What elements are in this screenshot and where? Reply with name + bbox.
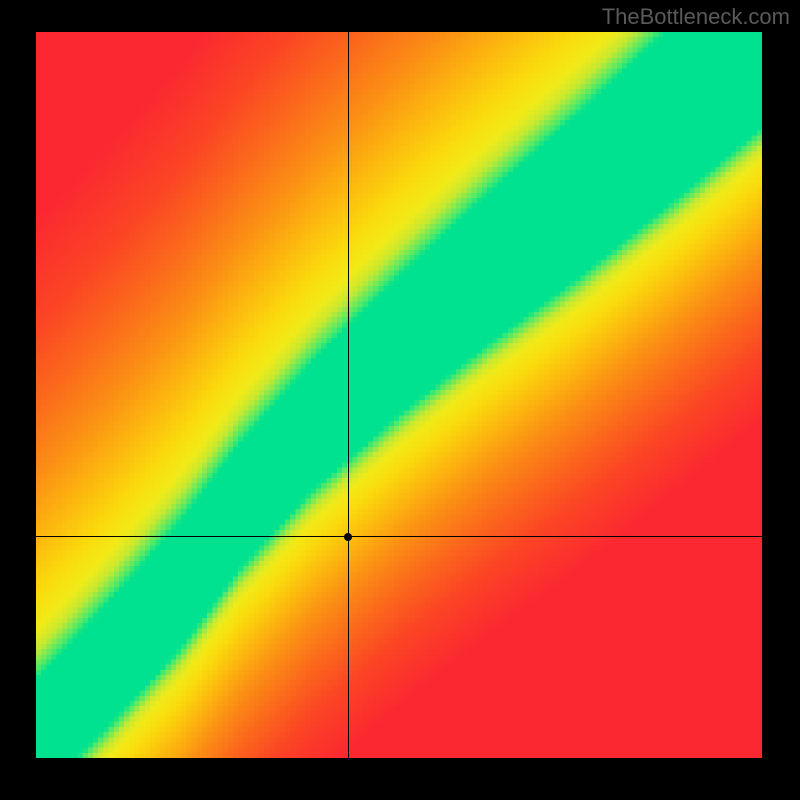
- crosshair-dot: [344, 533, 352, 541]
- plot-area: [36, 32, 762, 758]
- chart-container: TheBottleneck.com: [0, 0, 800, 800]
- watermark-text: TheBottleneck.com: [602, 4, 790, 30]
- crosshair-vertical: [348, 32, 349, 758]
- crosshair-horizontal: [36, 536, 762, 537]
- bottleneck-heatmap: [36, 32, 762, 758]
